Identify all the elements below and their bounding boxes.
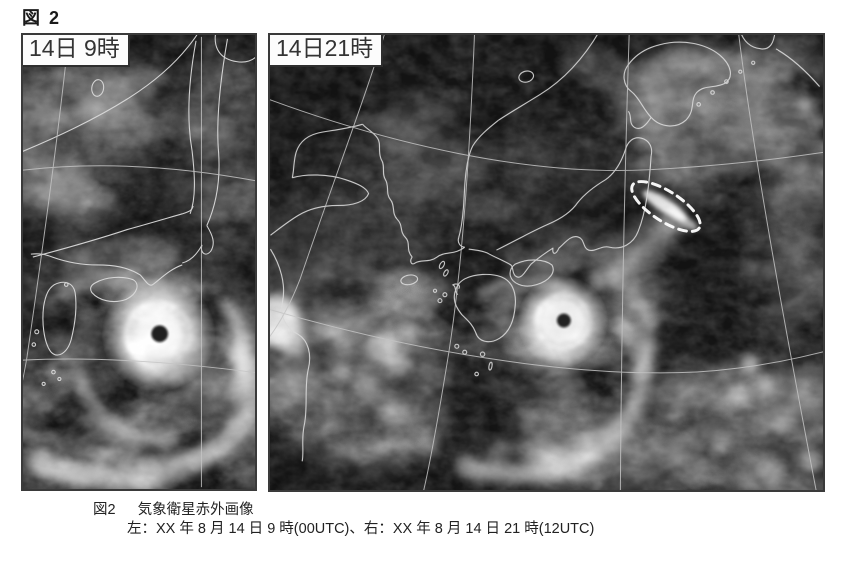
panel-right-time-label: 14日21時	[270, 35, 384, 67]
figure-caption: 図2 気象衛星赤外画像 左：XX 年 8 月 14 日 9 時(00UTC)、右…	[93, 501, 594, 539]
satellite-image-right	[270, 35, 823, 490]
caption-figure-title: 気象衛星赤外画像	[137, 502, 254, 518]
satellite-panel-left: 14日 9時	[21, 33, 257, 491]
caption-figure-number: 図2	[93, 502, 116, 518]
graticule-left	[23, 36, 255, 488]
typhoon-left-eye	[151, 325, 168, 343]
satellite-panel-right: 14日21時	[268, 33, 825, 492]
figure-title: 図 2	[22, 8, 62, 28]
coastlines-left	[23, 35, 255, 387]
panel-left-time-label: 14日 9時	[23, 35, 130, 67]
graticule-right	[270, 35, 823, 490]
caption-line-1: 図2 気象衛星赤外画像	[93, 501, 594, 520]
satellite-image-left	[23, 35, 255, 489]
coastlines-right	[270, 35, 821, 462]
dashed-ellipse-annotation	[630, 180, 702, 233]
typhoon-right-eye	[556, 313, 571, 328]
caption-line-2: 左：XX 年 8 月 14 日 9 時(00UTC)、右：XX 年 8 月 14…	[127, 521, 595, 537]
